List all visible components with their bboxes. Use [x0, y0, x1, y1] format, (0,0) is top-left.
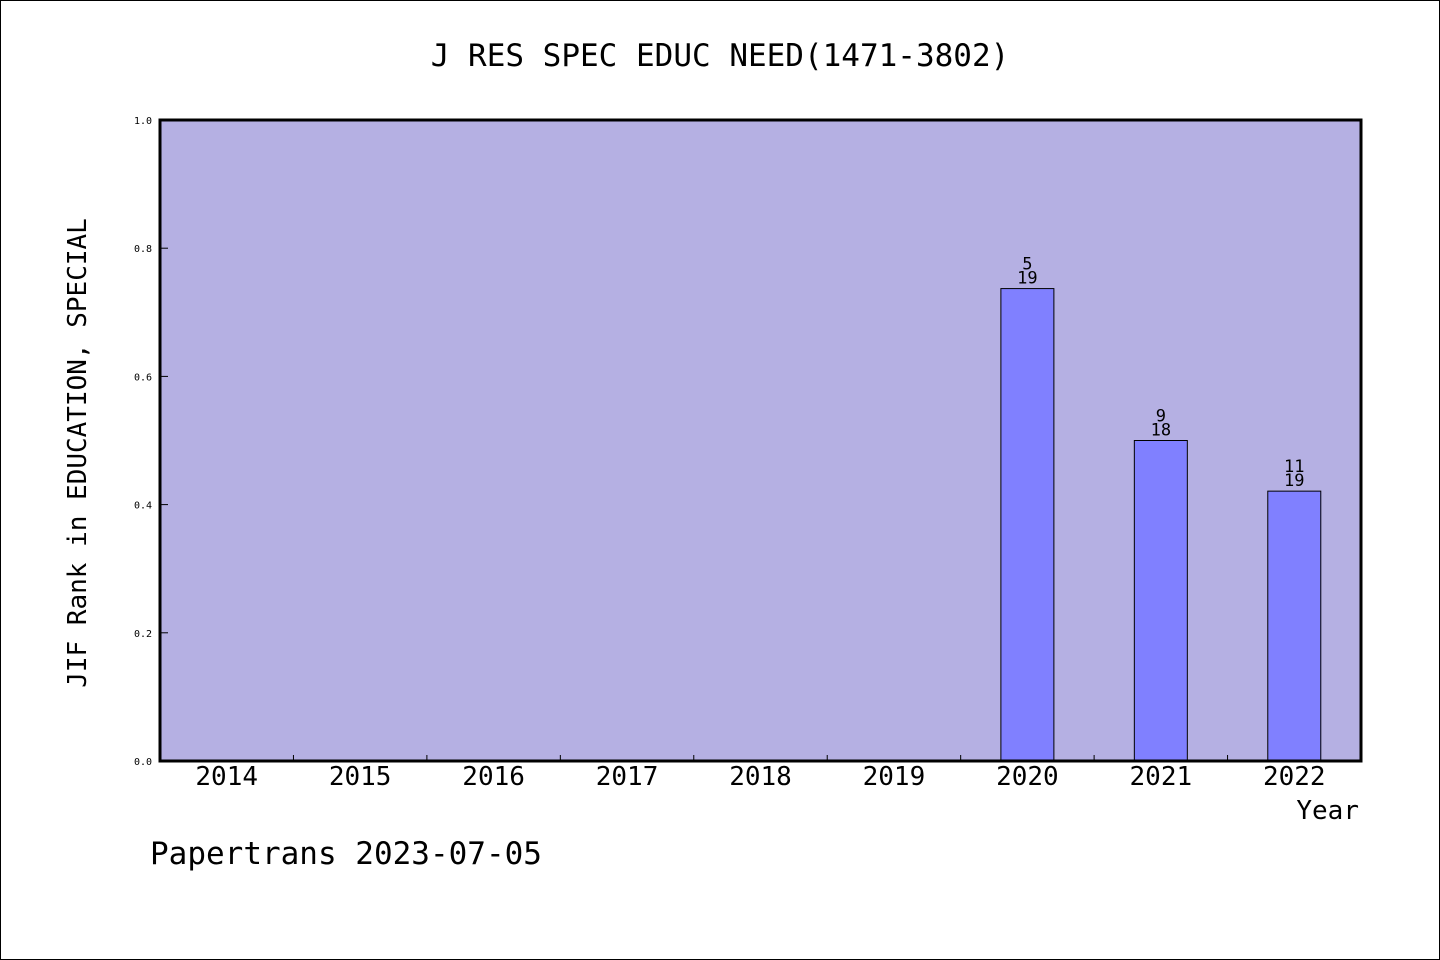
x-tick-label: 2021	[1130, 762, 1193, 792]
bar-total-label: 18	[1151, 421, 1171, 441]
y-tick-label: 0.6	[134, 372, 152, 383]
bar-rank-label: 11	[1284, 457, 1304, 477]
y-tick-label: 1.0	[134, 116, 152, 127]
x-axis-label: Year	[1296, 796, 1359, 826]
x-tick-label: 2022	[1263, 762, 1326, 792]
y-tick-label: 0.0	[134, 757, 152, 768]
plot-border	[158, 118, 1363, 763]
chart-title: J RES SPEC EDUC NEED(1471-3802)	[431, 38, 1010, 74]
y-axis-label: JIF Rank in EDUCATION, SPECIAL	[63, 218, 93, 688]
x-tick-label: 2014	[195, 762, 258, 792]
bar-2021	[1133, 440, 1188, 762]
bar-2022	[1267, 490, 1322, 762]
bar-rank-label: 9	[1156, 407, 1166, 427]
y-tick-label: 0.2	[134, 629, 152, 640]
x-tick-label: 2020	[996, 762, 1059, 792]
x-tick-label: 2019	[863, 762, 926, 792]
bar-2020	[1000, 288, 1055, 762]
papertrans-watermark: Papertrans 2023-07-05	[150, 836, 542, 872]
y-tick-label: 0.8	[134, 244, 152, 255]
x-tick-label: 2015	[329, 762, 392, 792]
x-tick-label: 2018	[729, 762, 792, 792]
bar-rank-label: 5	[1022, 255, 1032, 275]
y-tick-label: 0.4	[134, 501, 152, 512]
x-tick-label: 2017	[596, 762, 659, 792]
x-tick-label: 2016	[462, 762, 525, 792]
bars-layer	[1000, 288, 1322, 762]
bar-total-label: 19	[1017, 269, 1037, 289]
bar-total-label: 19	[1284, 471, 1304, 491]
x-axis-ticks: 2014 2015 2016 2017 2018 2019 2020 2021 2022	[195, 755, 1326, 792]
